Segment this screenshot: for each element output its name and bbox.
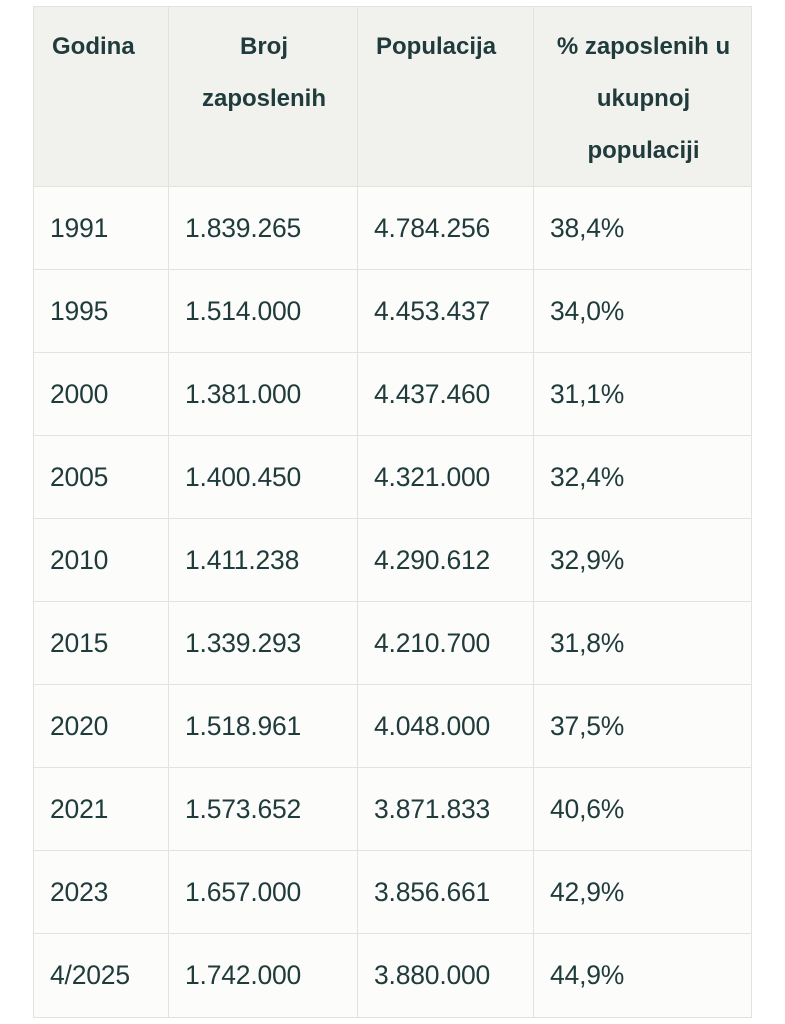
cell-population: 4.437.460 <box>357 352 534 436</box>
cell-population: 4.048.000 <box>357 684 534 768</box>
table-row: 1991 1.839.265 4.784.256 38,4% <box>33 186 752 270</box>
cell-employed: 1.514.000 <box>168 269 358 353</box>
cell-employed: 1.518.961 <box>168 684 358 768</box>
table-row: 2021 1.573.652 3.871.833 40,6% <box>33 767 752 851</box>
cell-year: 2000 <box>33 352 169 436</box>
cell-employed-percent: 38,4% <box>533 186 752 270</box>
cell-employed-percent: 37,5% <box>533 684 752 768</box>
cell-employed: 1.657.000 <box>168 850 358 934</box>
cell-employed-percent: 40,6% <box>533 767 752 851</box>
cell-employed-percent: 34,0% <box>533 269 752 353</box>
table-body: 1991 1.839.265 4.784.256 38,4% 1995 1.514.000… <box>33 186 752 1018</box>
cell-population: 4.321.000 <box>357 435 534 519</box>
cell-year: 2023 <box>33 850 169 934</box>
table-row: 2010 1.411.238 4.290.612 32,9% <box>33 518 752 602</box>
cell-employed: 1.339.293 <box>168 601 358 685</box>
cell-employed: 1.381.000 <box>168 352 358 436</box>
table-row: 2020 1.518.961 4.048.000 37,5% <box>33 684 752 768</box>
cell-employed: 1.742.000 <box>168 933 358 1018</box>
cell-employed-percent: 32,9% <box>533 518 752 602</box>
table-row: 4/2025 1.742.000 3.880.000 44,9% <box>33 933 752 1018</box>
cell-year: 2020 <box>33 684 169 768</box>
cell-employed: 1.573.652 <box>168 767 358 851</box>
cell-population: 4.210.700 <box>357 601 534 685</box>
cell-employed-percent: 32,4% <box>533 435 752 519</box>
cell-year: 1991 <box>33 186 169 270</box>
cell-employed-percent: 44,9% <box>533 933 752 1018</box>
cell-year: 2015 <box>33 601 169 685</box>
cell-population: 3.880.000 <box>357 933 534 1018</box>
cell-employed-percent: 31,1% <box>533 352 752 436</box>
cell-employed: 1.400.450 <box>168 435 358 519</box>
header-employed: Broj zaposlenih <box>168 6 358 187</box>
table-header: Godina Broj zaposlenih Populacija % zapo… <box>33 6 752 187</box>
cell-year: 2021 <box>33 767 169 851</box>
cell-population: 4.784.256 <box>357 186 534 270</box>
cell-year: 2005 <box>33 435 169 519</box>
cell-population: 4.290.612 <box>357 518 534 602</box>
employment-table: Godina Broj zaposlenih Populacija % zapo… <box>33 6 752 1018</box>
header-year: Godina <box>33 6 169 187</box>
cell-population: 4.453.437 <box>357 269 534 353</box>
header-employed-percent: % zaposlenih u ukupnoj populaciji <box>533 6 752 187</box>
cell-year: 1995 <box>33 269 169 353</box>
table-row: 2023 1.657.000 3.856.661 42,9% <box>33 850 752 934</box>
table-container: Godina Broj zaposlenih Populacija % zapo… <box>33 6 752 1018</box>
cell-employed: 1.411.238 <box>168 518 358 602</box>
cell-year: 4/2025 <box>33 933 169 1018</box>
cell-population: 3.856.661 <box>357 850 534 934</box>
table-row: 2005 1.400.450 4.321.000 32,4% <box>33 435 752 519</box>
header-population: Populacija <box>357 6 534 187</box>
cell-employed: 1.839.265 <box>168 186 358 270</box>
cell-employed-percent: 42,9% <box>533 850 752 934</box>
table-row: 2000 1.381.000 4.437.460 31,1% <box>33 352 752 436</box>
header-row: Godina Broj zaposlenih Populacija % zapo… <box>33 6 752 187</box>
cell-employed-percent: 31,8% <box>533 601 752 685</box>
table-row: 2015 1.339.293 4.210.700 31,8% <box>33 601 752 685</box>
cell-population: 3.871.833 <box>357 767 534 851</box>
cell-year: 2010 <box>33 518 169 602</box>
table-row: 1995 1.514.000 4.453.437 34,0% <box>33 269 752 353</box>
